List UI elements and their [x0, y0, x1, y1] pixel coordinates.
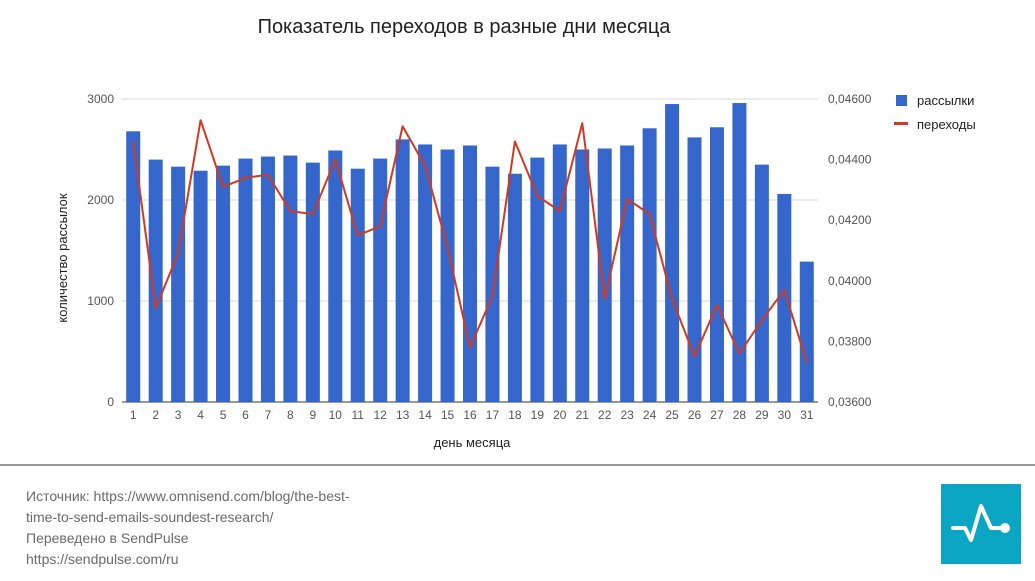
x-axis-title: день месяца — [434, 435, 512, 450]
right-axis: 0,03600 0,03800 0,04000 0,04200 0,04400 0,046… — [828, 92, 872, 409]
bar — [709, 127, 724, 402]
x-tick-label: 14 — [418, 408, 432, 422]
bar — [552, 144, 567, 402]
bar — [799, 261, 814, 402]
legend: рассылки переходы — [894, 93, 976, 132]
x-tick-label: 4 — [197, 408, 204, 422]
x-tick-label: 22 — [598, 408, 612, 422]
x-tick-label: 17 — [486, 408, 500, 422]
bar — [665, 104, 680, 403]
bar — [148, 159, 163, 402]
x-tick-label: 9 — [309, 408, 316, 422]
bar — [642, 128, 657, 403]
left-tick-label: 2000 — [87, 193, 114, 207]
bar — [754, 164, 769, 402]
x-tick-label: 2 — [152, 408, 159, 422]
bar — [485, 166, 500, 402]
x-tick-label: 21 — [576, 408, 590, 422]
left-tick-label: 1000 — [87, 294, 114, 308]
bar — [171, 166, 186, 402]
x-tick-label: 11 — [352, 408, 365, 422]
legend-swatch-line — [894, 122, 908, 125]
line-series — [132, 119, 808, 363]
x-tick-label: 1 — [130, 408, 137, 422]
chart: Показатель переходов в разные дни месяца… — [55, 16, 976, 450]
source-line-1: Источник: https://www.omnisend.com/blog/… — [26, 488, 350, 504]
sendpulse-logo — [941, 484, 1021, 564]
bar — [126, 131, 141, 402]
bar — [283, 155, 298, 402]
x-tick-label: 19 — [531, 408, 545, 422]
right-tick-label: 0,04600 — [828, 92, 872, 106]
right-tick-label: 0,04200 — [828, 213, 872, 227]
right-tick-label: 0,04400 — [828, 153, 872, 167]
bar — [732, 103, 747, 402]
x-tick-label: 31 — [800, 408, 814, 422]
x-tick-label: 12 — [374, 408, 388, 422]
bar — [463, 145, 477, 402]
x-tick-label: 18 — [508, 408, 522, 422]
bar — [687, 137, 702, 402]
right-tick-label: 0,03800 — [828, 334, 872, 348]
x-tick-label: 6 — [242, 408, 249, 422]
pulse-line-icon — [951, 504, 1010, 542]
bar — [238, 158, 253, 402]
x-tick-label: 20 — [553, 408, 567, 422]
footer-divider — [0, 464, 1035, 466]
x-tick-label: 25 — [665, 408, 679, 422]
bar — [418, 144, 433, 402]
bar — [597, 148, 612, 402]
x-tick-label: 30 — [778, 408, 792, 422]
left-axis: 0 1000 2000 3000 — [87, 92, 114, 409]
x-tick-label: 13 — [396, 408, 410, 422]
source-note: Источник: https://www.omnisend.com/blog/… — [26, 486, 350, 570]
right-tick-label: 0,04000 — [828, 274, 872, 288]
legend-swatch-bars — [896, 95, 907, 106]
x-tick-label: 15 — [441, 408, 455, 422]
bar — [620, 145, 635, 402]
bar — [575, 149, 590, 402]
x-tick-label: 16 — [463, 408, 477, 422]
y-axis-title: количество рассылок — [55, 193, 70, 322]
x-tick-label: 24 — [643, 408, 657, 422]
bar — [328, 150, 343, 402]
bar — [260, 156, 275, 402]
x-tick-label: 26 — [688, 408, 702, 422]
bar — [777, 193, 792, 402]
x-tick-label: 28 — [733, 408, 747, 422]
bar — [440, 149, 455, 402]
x-tick-label: 8 — [287, 408, 294, 422]
bar — [530, 157, 545, 402]
translated-note: Переведено в SendPulse — [26, 530, 189, 546]
bar — [305, 162, 320, 402]
x-tick-label: 10 — [329, 408, 343, 422]
left-tick-label: 0 — [107, 395, 114, 409]
x-tick-label: 29 — [755, 408, 769, 422]
bar — [507, 173, 522, 402]
bar-series — [126, 103, 814, 403]
bar — [350, 168, 365, 402]
bar — [216, 165, 231, 402]
left-tick-label: 3000 — [87, 92, 114, 106]
x-axis: 1 2 3 4 5 6 7 8 9 10 11 12 13 14 15 16 17 18 19 20 21 22 23 24 2… — [130, 408, 814, 422]
source-line-2: time-to-send-emails-soundest-research/ — [26, 509, 274, 525]
right-tick-label: 0,03600 — [828, 395, 872, 409]
legend-label-line: переходы — [917, 117, 976, 132]
x-tick-label: 3 — [175, 408, 182, 422]
bar — [373, 158, 388, 402]
x-tick-label: 27 — [710, 408, 724, 422]
bar — [193, 170, 208, 402]
sendpulse-link[interactable]: https://sendpulse.com/ru — [26, 551, 179, 567]
x-tick-label: 5 — [220, 408, 227, 422]
line-series-path — [132, 119, 808, 363]
bar — [395, 139, 410, 402]
x-tick-label: 7 — [265, 408, 272, 422]
chart-title: Показатель переходов в разные дни месяца — [258, 16, 672, 38]
x-tick-label: 23 — [620, 408, 634, 422]
legend-label-bars: рассылки — [917, 93, 974, 108]
